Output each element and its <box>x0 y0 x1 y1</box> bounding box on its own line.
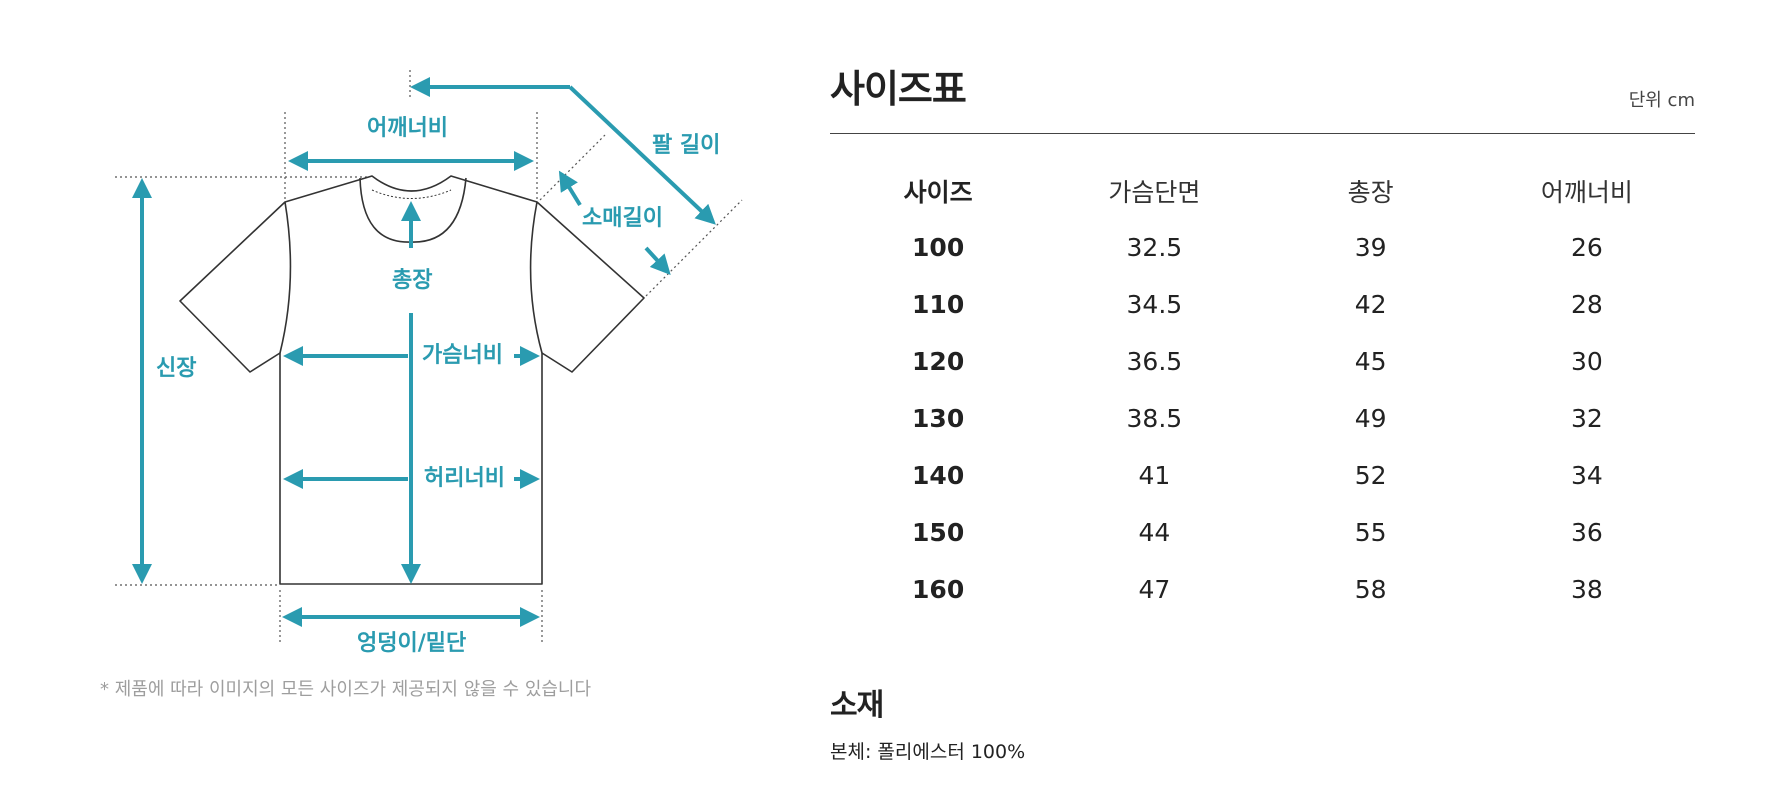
table-row: 100 32.5 39 26 <box>830 219 1695 276</box>
cell-total-length: 42 <box>1354 290 1387 319</box>
cell-size: 120 <box>912 347 965 376</box>
label-waist-width: 허리너비 <box>422 466 507 491</box>
cell-chest: 47 <box>1138 575 1171 604</box>
cell-chest: 44 <box>1138 518 1171 547</box>
cell-total-length: 39 <box>1354 233 1387 262</box>
cell-shoulder: 30 <box>1570 347 1603 376</box>
cell-total-length: 55 <box>1354 518 1387 547</box>
label-total-length: 총장 <box>390 268 435 293</box>
cell-size: 110 <box>912 290 965 319</box>
label-chest-width: 가슴너비 <box>420 343 505 368</box>
cell-shoulder: 32 <box>1570 404 1603 433</box>
table-row: 130 38.5 49 32 <box>830 390 1695 447</box>
title-divider <box>830 133 1695 134</box>
header-chest: 가슴단면 <box>1108 177 1201 207</box>
cell-total-length: 58 <box>1354 575 1387 604</box>
cell-total-length: 52 <box>1354 461 1387 490</box>
label-arm-length: 팔 길이 <box>650 133 723 158</box>
cell-size: 140 <box>912 461 965 490</box>
cell-chest: 41 <box>1138 461 1171 490</box>
size-table-title: 사이즈표 <box>830 67 967 111</box>
cell-shoulder: 26 <box>1570 233 1603 262</box>
cell-chest: 34.5 <box>1126 290 1183 319</box>
cell-chest: 32.5 <box>1126 233 1183 262</box>
unit-label: 단위 cm <box>1628 90 1695 111</box>
tshirt-measurement-diagram <box>115 70 743 642</box>
material-body: 본체: 폴리에스터 100% <box>830 741 1026 763</box>
header-shoulder: 어깨너비 <box>1540 177 1633 207</box>
table-header-row: 사이즈 가슴단면 총장 어깨너비 <box>830 162 1695 219</box>
table-row: 110 34.5 42 28 <box>830 276 1695 333</box>
cell-chest: 38.5 <box>1126 404 1183 433</box>
cell-total-length: 45 <box>1354 347 1387 376</box>
measurement-arrows <box>132 77 716 627</box>
header-size: 사이즈 <box>903 177 973 207</box>
cell-size: 160 <box>912 575 965 604</box>
label-height: 신장 <box>154 356 199 381</box>
cell-size: 150 <box>912 518 965 547</box>
table-row: 150 44 55 36 <box>830 504 1695 561</box>
cell-size: 100 <box>912 233 965 262</box>
label-shoulder-width: 어깨너비 <box>365 116 450 141</box>
cell-shoulder: 38 <box>1570 575 1603 604</box>
cell-shoulder: 28 <box>1570 290 1603 319</box>
material-title: 소재 <box>830 688 884 723</box>
cell-size: 130 <box>912 404 965 433</box>
size-table: 사이즈 가슴단면 총장 어깨너비 100 32.5 39 26 110 34.5… <box>830 162 1695 618</box>
cell-shoulder: 34 <box>1570 461 1603 490</box>
label-sleeve-length: 소매길이 <box>580 206 665 231</box>
table-row: 160 47 58 38 <box>830 561 1695 618</box>
table-row: 120 36.5 45 30 <box>830 333 1695 390</box>
table-row: 140 41 52 34 <box>830 447 1695 504</box>
label-hip-hem: 엉덩이/밑단 <box>355 631 469 656</box>
cell-total-length: 49 <box>1354 404 1387 433</box>
header-total-length: 총장 <box>1347 177 1394 207</box>
diagram-note: * 제품에 따라 이미지의 모든 사이즈가 제공되지 않을 수 있습니다 <box>100 679 592 700</box>
cell-shoulder: 36 <box>1570 518 1603 547</box>
cell-chest: 36.5 <box>1126 347 1183 376</box>
